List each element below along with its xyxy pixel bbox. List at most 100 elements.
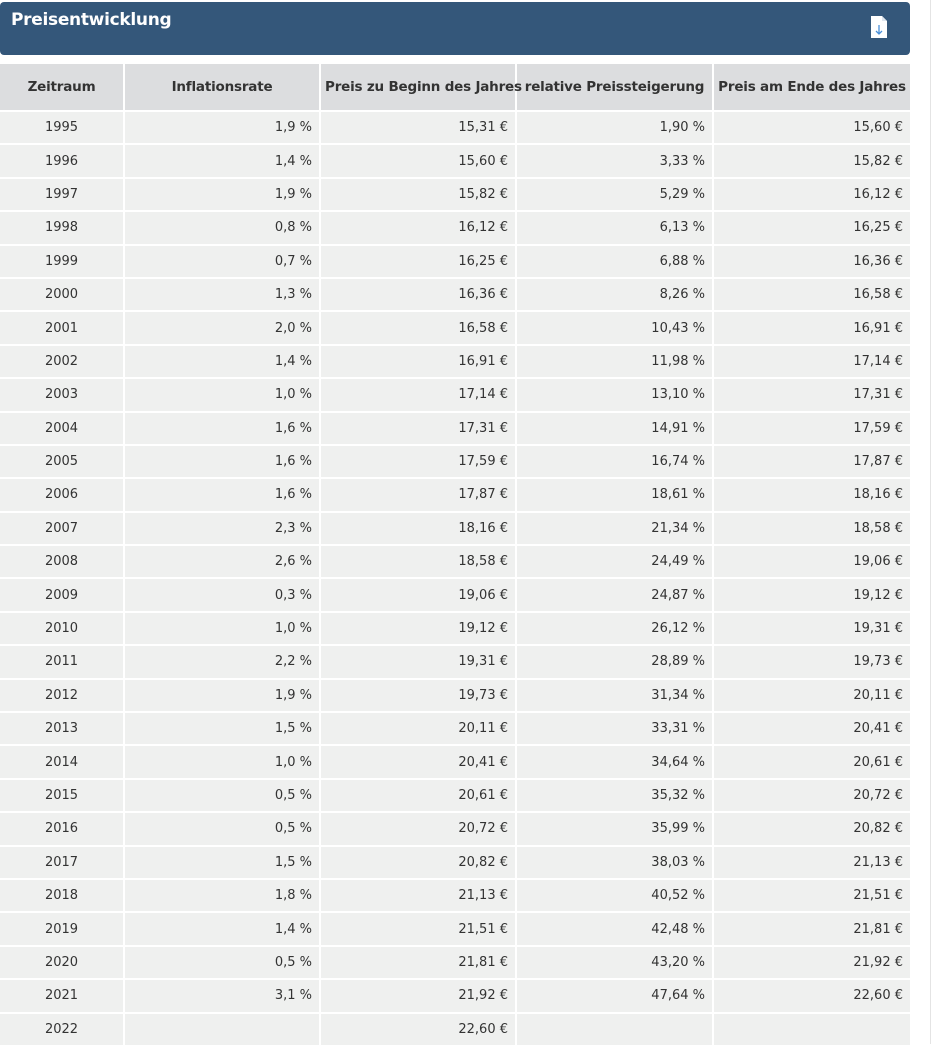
cell-price-start: 17,87 € [319, 477, 517, 513]
cell-price-end: 15,60 € [712, 109, 910, 146]
cell-price-start: 17,59 € [319, 443, 517, 480]
cell-period: 2010 [0, 610, 125, 647]
cell-price-end: 16,36 € [712, 243, 910, 279]
cell-relative-increase: 31,34 % [515, 677, 714, 714]
table-row: 2000 1,3 % 16,36 €8,26 % 16,58 € [0, 276, 910, 313]
cell-period: 2009 [0, 577, 125, 613]
cell-inflation-rate: 1,5 % [123, 711, 321, 747]
cell-inflation-rate: 0,5 % [123, 811, 321, 847]
cell-period: 2022 [0, 1011, 125, 1047]
table-row: 1999 0,7 % 16,25 €6,88 % 16,36 € [0, 243, 910, 279]
cell-period: 2019 [0, 911, 125, 947]
cell-relative-increase: 13,10 % [515, 377, 714, 413]
cell-inflation-rate: 1,0 % [123, 377, 321, 413]
cell-period: 2011 [0, 644, 125, 680]
cell-price-end: 18,16 € [712, 477, 910, 513]
cell-inflation-rate: 2,6 % [123, 544, 321, 580]
table-row: 1995 1,9 % 15,31 €1,90 % 15,60 € [0, 109, 910, 146]
cell-period: 2016 [0, 811, 125, 847]
column-header-price-start: Preis zu Beginn des Jahres [319, 64, 522, 112]
cell-price-start: 19,06 € [319, 577, 517, 613]
table-row: 2011 2,2 % 19,31 €28,89 % 19,73 € [0, 644, 910, 680]
cell-price-end: 19,12 € [712, 577, 910, 613]
cell-price-end: 16,58 € [712, 276, 910, 313]
cell-price-end: 20,82 € [712, 811, 910, 847]
cell-price-start: 16,12 € [319, 210, 517, 246]
cell-inflation-rate: 1,0 % [123, 744, 321, 780]
cell-price-start: 19,12 € [319, 610, 517, 647]
column-header-price-end: Preis am Ende des Jahres [712, 64, 910, 112]
cell-period: 2006 [0, 477, 125, 513]
scrollbar-edge [930, 0, 931, 1044]
cell-price-end: 20,41 € [712, 711, 910, 747]
cell-inflation-rate: 1,8 % [123, 877, 321, 914]
cell-period: 1997 [0, 176, 125, 213]
cell-relative-increase [515, 1011, 714, 1047]
cell-price-end: 16,25 € [712, 210, 910, 246]
panel-title: Preisentwicklung [11, 10, 172, 30]
table-row: 1998 0,8 % 16,12 €6,13 % 16,25 € [0, 210, 910, 246]
cell-relative-increase: 24,87 % [515, 577, 714, 613]
cell-price-start: 21,51 € [319, 911, 517, 947]
cell-relative-increase: 34,64 % [515, 744, 714, 780]
cell-price-start: 18,16 € [319, 510, 517, 547]
cell-inflation-rate: 1,9 % [123, 109, 321, 146]
cell-relative-increase: 28,89 % [515, 644, 714, 680]
table-row: 2009 0,3 % 19,06 €24,87 % 19,12 € [0, 577, 910, 613]
cell-period: 2013 [0, 711, 125, 747]
cell-period: 2002 [0, 343, 125, 380]
cell-price-end: 15,82 € [712, 143, 910, 179]
cell-price-start: 21,92 € [319, 978, 517, 1014]
cell-period: 2003 [0, 377, 125, 413]
table-row: 2013 1,5 % 20,11 €33,31 % 20,41 € [0, 711, 910, 747]
cell-inflation-rate: 0,5 % [123, 944, 321, 981]
cell-price-start: 17,14 € [319, 377, 517, 413]
cell-price-end: 17,31 € [712, 377, 910, 413]
cell-inflation-rate: 3,1 % [123, 978, 321, 1014]
cell-inflation-rate: 1,4 % [123, 143, 321, 179]
cell-relative-increase: 6,88 % [515, 243, 714, 279]
table-row: 1997 1,9 % 15,82 €5,29 % 16,12 € [0, 176, 910, 213]
cell-period: 1998 [0, 210, 125, 246]
cell-inflation-rate: 1,4 % [123, 343, 321, 380]
cell-inflation-rate: 1,3 % [123, 276, 321, 313]
cell-price-end: 18,58 € [712, 510, 910, 547]
cell-relative-increase: 43,20 % [515, 944, 714, 981]
table-row: 2019 1,4 % 21,51 €42,48 % 21,81 € [0, 911, 910, 947]
table-row: 1996 1,4 % 15,60 €3,33 % 15,82 € [0, 143, 910, 179]
cell-price-end: 20,61 € [712, 744, 910, 780]
cell-period: 2000 [0, 276, 125, 313]
cell-period: 2021 [0, 978, 125, 1014]
file-download-icon[interactable] [870, 15, 888, 39]
cell-price-end: 20,11 € [712, 677, 910, 714]
cell-relative-increase: 24,49 % [515, 544, 714, 580]
cell-price-end: 17,87 € [712, 443, 910, 480]
cell-period: 2017 [0, 844, 125, 880]
cell-period: 2005 [0, 443, 125, 480]
cell-inflation-rate: 1,0 % [123, 610, 321, 647]
cell-relative-increase: 40,52 % [515, 877, 714, 914]
cell-relative-increase: 33,31 % [515, 711, 714, 747]
cell-price-start: 20,11 € [319, 711, 517, 747]
cell-price-end: 17,59 € [712, 410, 910, 446]
cell-price-end: 21,92 € [712, 944, 910, 981]
table-row: 2004 1,6 % 17,31 €14,91 % 17,59 € [0, 410, 910, 446]
cell-inflation-rate: 2,3 % [123, 510, 321, 547]
cell-relative-increase: 35,32 % [515, 777, 714, 814]
cell-price-start: 21,81 € [319, 944, 517, 981]
cell-price-end: 19,73 € [712, 644, 910, 680]
cell-period: 2018 [0, 877, 125, 914]
column-header-relative-increase: relative Preissteigerung [515, 64, 714, 112]
cell-relative-increase: 18,61 % [515, 477, 714, 513]
cell-inflation-rate: 1,9 % [123, 176, 321, 213]
cell-price-start: 20,72 € [319, 811, 517, 847]
cell-relative-increase: 11,98 % [515, 343, 714, 380]
cell-period: 2001 [0, 310, 125, 346]
cell-inflation-rate: 1,6 % [123, 410, 321, 446]
cell-price-start: 22,60 € [319, 1011, 517, 1047]
cell-price-start: 20,61 € [319, 777, 517, 814]
cell-price-end: 21,13 € [712, 844, 910, 880]
cell-price-end: 16,12 € [712, 176, 910, 213]
table-row: 2014 1,0 % 20,41 €34,64 % 20,61 € [0, 744, 910, 780]
cell-period: 2012 [0, 677, 125, 714]
